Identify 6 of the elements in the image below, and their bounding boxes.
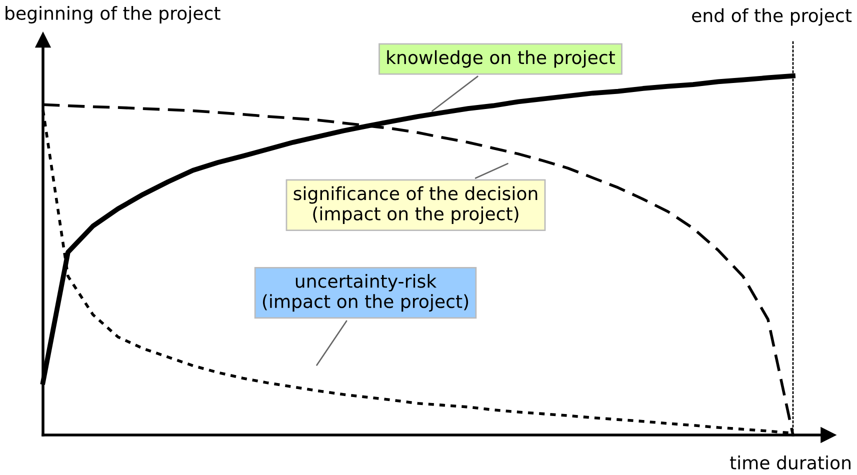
text: end of the project [692, 8, 852, 26]
text: knowledge on the project [387, 50, 615, 68]
x-axis-title: time duration [730, 456, 850, 470]
y-axis-title: beginning of the project [6, 6, 220, 24]
annotation: significance of the decision (impact on the project) [294, 186, 538, 224]
annotation: uncertainty-risk (impact on the project) [262, 274, 468, 312]
